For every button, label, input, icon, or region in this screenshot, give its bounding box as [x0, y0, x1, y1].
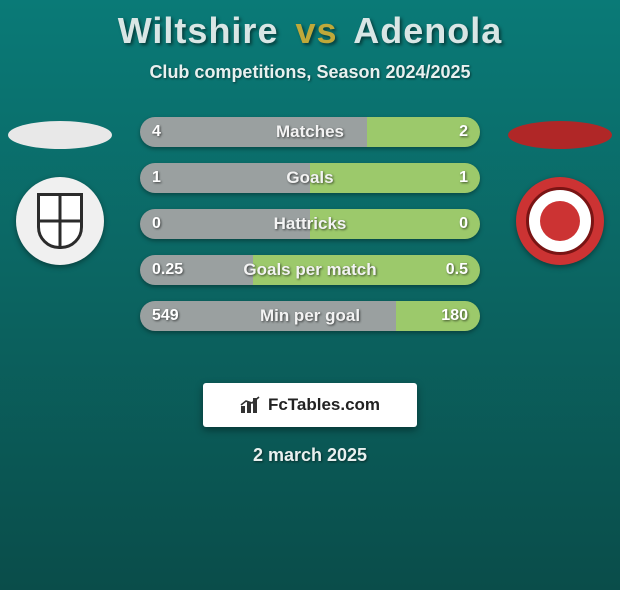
player2-name: Adenola [353, 10, 502, 51]
right-player-column [500, 111, 620, 265]
stat-bar-row: Min per goal549180 [140, 301, 480, 331]
comparison-date: 2 march 2025 [0, 445, 620, 466]
left-club-badge [16, 177, 104, 265]
badge-inner-ring [526, 187, 594, 255]
shield-icon [37, 193, 83, 249]
stat-bar-row: Hattricks00 [140, 209, 480, 239]
comparison-content: Matches42 Goals11 Hattricks00 Goals per mat… [0, 111, 620, 371]
brand-logo: FcTables.com [203, 383, 417, 427]
stat-bar-row: Matches42 [140, 117, 480, 147]
comparison-title: Wiltshire vs Adenola [0, 10, 620, 52]
vs-text: vs [295, 10, 337, 51]
stat-bar-left-fill [140, 117, 367, 147]
stat-bar-left-fill [140, 301, 396, 331]
chart-icon [240, 396, 262, 414]
stat-bar-right-fill [253, 255, 480, 285]
stat-bar-left-fill [140, 255, 253, 285]
left-player-color-oval [8, 121, 112, 149]
brand-text: FcTables.com [268, 395, 380, 415]
right-player-color-oval [508, 121, 612, 149]
stat-bar-left-fill [140, 163, 310, 193]
stat-bar-right-fill [310, 163, 480, 193]
stat-bar-left-fill [140, 209, 310, 239]
player1-name: Wiltshire [118, 10, 279, 51]
stat-bar-row: Goals per match0.250.5 [140, 255, 480, 285]
stat-bar-right-fill [396, 301, 480, 331]
badge-center-dot [540, 201, 580, 241]
stat-bar-right-fill [310, 209, 480, 239]
stat-bar-row: Goals11 [140, 163, 480, 193]
stat-bar-right-fill [367, 117, 480, 147]
stat-bars: Matches42 Goals11 Hattricks00 Goals per mat… [140, 117, 480, 347]
right-club-badge [516, 177, 604, 265]
subtitle: Club competitions, Season 2024/2025 [0, 62, 620, 83]
left-player-column [0, 111, 120, 265]
